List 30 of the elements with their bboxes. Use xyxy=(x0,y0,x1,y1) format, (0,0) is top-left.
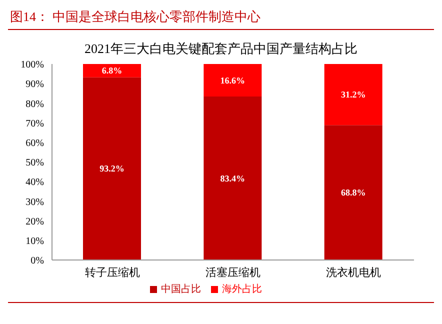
y-tick-label: 100% xyxy=(20,60,44,71)
chart-subtitle: 2021年三大白电关键配套产品中国产量结构占比 xyxy=(84,40,358,58)
y-tick-label: 40% xyxy=(26,177,44,188)
y-tick-label: 0% xyxy=(30,256,44,267)
y-tick-label: 10% xyxy=(26,236,44,247)
data-label: 68.8% xyxy=(340,188,366,198)
x-tick-label: 转子压缩机 xyxy=(84,266,140,279)
data-label: 93.2% xyxy=(100,164,124,174)
data-label: 16.6% xyxy=(220,75,246,86)
x-tick-label: 洗衣机电机 xyxy=(326,266,382,279)
bar xyxy=(83,64,141,78)
bar xyxy=(83,77,141,260)
data-label: 31.2% xyxy=(340,90,366,100)
data-label: 83.4% xyxy=(220,173,246,184)
y-tick-label: 90% xyxy=(26,79,44,90)
bar xyxy=(324,125,382,260)
legend-label: 中国占比 xyxy=(161,284,201,295)
bar xyxy=(324,64,382,126)
chart-title: 图14： 中国是全球白电核心零部件制造中心 xyxy=(8,8,434,30)
legend-label: 海外占比 xyxy=(222,284,262,295)
y-tick-label: 70% xyxy=(26,118,44,130)
y-tick-label: 50% xyxy=(26,158,44,169)
bar xyxy=(204,64,262,97)
bar xyxy=(204,96,262,260)
x-tick-label: 活塞压缩机 xyxy=(206,266,260,279)
y-tick-label: 60% xyxy=(26,138,44,149)
y-tick-label: 30% xyxy=(26,196,44,208)
data-label: 6.8% xyxy=(102,66,122,76)
y-tick-label: 80% xyxy=(26,98,44,110)
y-tick-label: 20% xyxy=(26,216,44,228)
